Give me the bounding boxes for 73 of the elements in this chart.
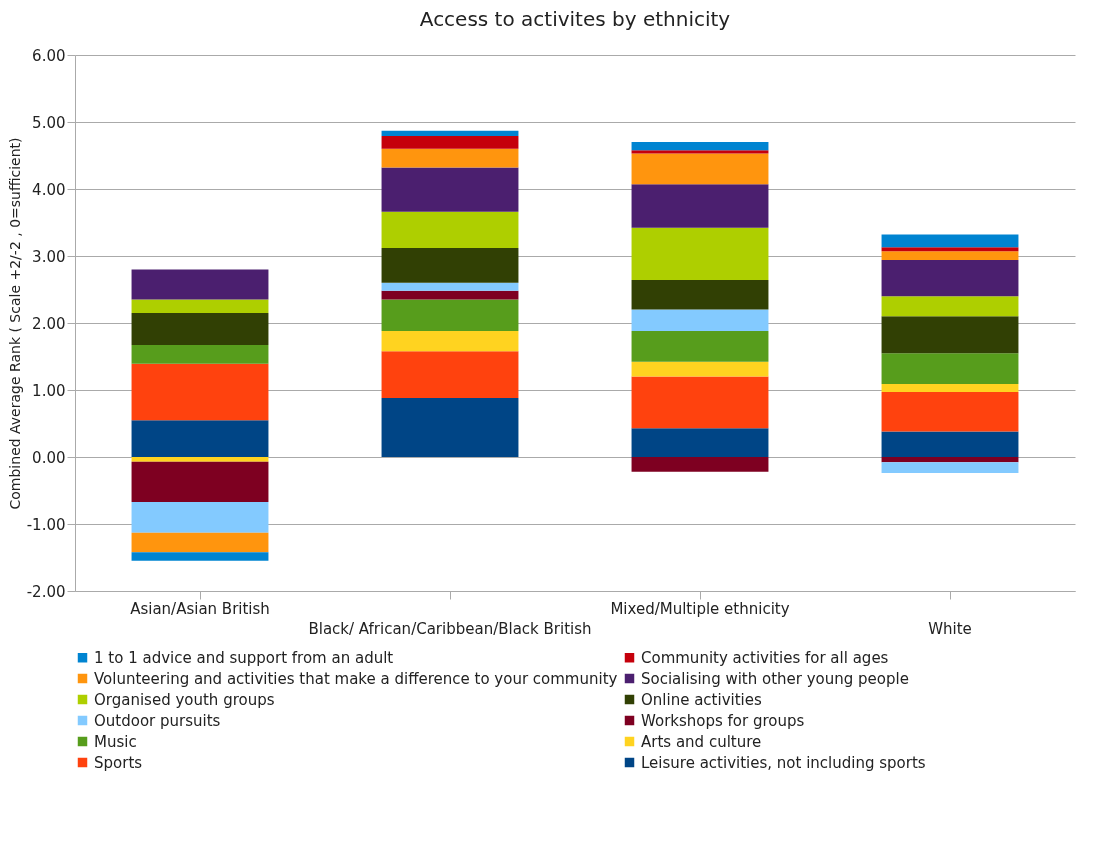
bar	[881, 383, 1019, 393]
y-tick-label: 5.00	[32, 113, 66, 132]
bar	[881, 316, 1019, 354]
y-tick-label: 6.00	[32, 46, 66, 65]
legend-label: Socialising with other young people	[641, 669, 909, 688]
bar	[381, 299, 519, 332]
bar	[631, 376, 769, 429]
bar	[381, 351, 519, 399]
bar	[881, 392, 1019, 432]
bar	[131, 501, 269, 533]
bar	[131, 363, 269, 421]
bar	[631, 428, 769, 457]
legend-label: Organised youth groups	[94, 690, 275, 709]
legend-label: Online activities	[641, 690, 762, 709]
y-tick-label: 1.00	[32, 381, 66, 400]
bar	[131, 312, 269, 346]
y-tick-label: -1.00	[26, 515, 66, 534]
bar	[131, 461, 269, 502]
y-tick-label: 0.00	[32, 448, 66, 467]
y-tick-label: 3.00	[32, 247, 66, 266]
bar	[131, 420, 269, 457]
bar	[381, 136, 519, 149]
bar	[631, 309, 769, 332]
bar	[381, 282, 519, 291]
legend-label: Community activities for all ages	[641, 648, 889, 667]
legend-label: Workshops for groups	[641, 711, 805, 730]
bar	[381, 211, 519, 248]
bar	[131, 299, 269, 313]
legend-label: 1 to 1 advice and support from an adult	[94, 648, 394, 667]
bar	[631, 331, 769, 362]
bar	[131, 457, 269, 462]
bar	[381, 130, 519, 137]
y-tick-label: 4.00	[32, 180, 66, 199]
x-tick-label: Black/ African/Caribbean/Black British	[308, 619, 592, 638]
bar	[881, 457, 1019, 463]
bar	[631, 280, 769, 310]
bar	[881, 431, 1019, 457]
bar	[881, 296, 1019, 317]
x-tick-label: Asian/Asian British	[130, 599, 270, 618]
bar	[131, 345, 269, 364]
bar	[381, 398, 519, 457]
bar	[881, 234, 1019, 248]
bar	[131, 269, 269, 300]
bar	[881, 247, 1019, 252]
bar	[381, 148, 519, 168]
bar	[631, 153, 769, 185]
legend-label: Leisure activities, not including sports	[641, 753, 926, 772]
bar	[381, 167, 519, 212]
bar	[131, 532, 269, 553]
legend-label: Sports	[94, 753, 143, 772]
legend-label: Volunteering and activities that make a difference to your community	[94, 669, 618, 688]
legend-label: Arts and culture	[641, 732, 762, 751]
bar	[881, 462, 1019, 474]
y-axis-title: Combined Average Rank ( Scale +2/-2 , 0=sufficient)	[6, 137, 23, 510]
legend-label: Music	[94, 732, 137, 751]
legend-label: Outdoor pursuits	[94, 711, 221, 730]
bar	[381, 290, 519, 300]
bar	[131, 552, 269, 561]
chart-title: Access to activites by ethnicity	[419, 7, 731, 31]
y-tick-label: -2.00	[26, 582, 66, 601]
bar	[631, 227, 769, 281]
x-tick-label: White	[928, 619, 972, 638]
bar	[631, 142, 769, 151]
bar	[381, 247, 519, 283]
bar	[631, 361, 769, 377]
bar	[381, 331, 519, 352]
x-tick-label: Mixed/Multiple ethnicity	[610, 599, 790, 618]
y-tick-label: 2.00	[32, 314, 66, 333]
bar	[631, 184, 769, 228]
bar	[881, 353, 1019, 384]
bar	[881, 251, 1019, 261]
bar	[631, 457, 769, 472]
bar	[881, 260, 1019, 297]
